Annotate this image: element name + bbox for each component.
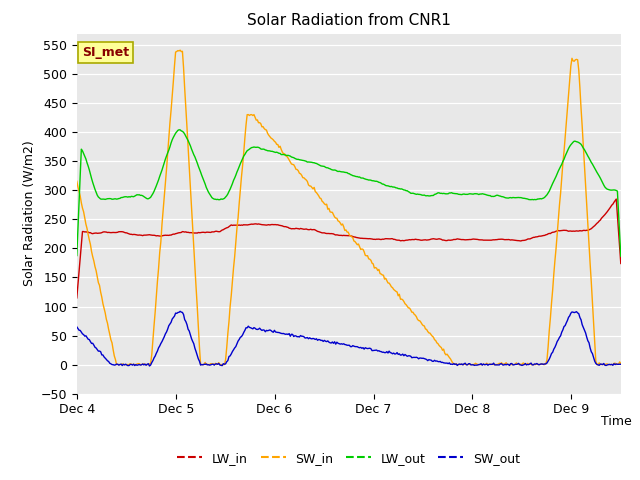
Legend: LW_in, SW_in, LW_out, SW_out: LW_in, SW_in, LW_out, SW_out <box>172 447 525 469</box>
Y-axis label: Solar Radiation (W/m2): Solar Radiation (W/m2) <box>22 141 35 287</box>
Title: Solar Radiation from CNR1: Solar Radiation from CNR1 <box>247 13 451 28</box>
Text: SI_met: SI_met <box>82 46 129 59</box>
X-axis label: Time: Time <box>601 415 632 428</box>
